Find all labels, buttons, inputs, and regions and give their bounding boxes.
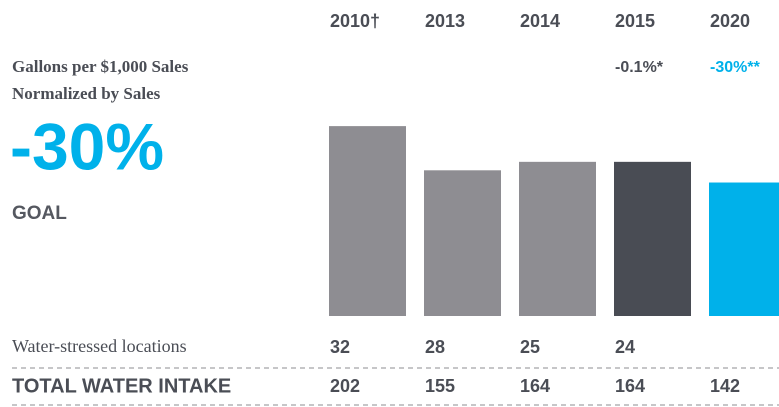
year-label: 2020 — [710, 11, 750, 31]
year-label: 2015 — [615, 11, 655, 31]
row-label: Water-stressed locations — [12, 336, 187, 356]
bar — [709, 182, 779, 316]
change-label: -0.1%* — [615, 59, 664, 76]
bar — [329, 126, 406, 317]
metric-title: Gallons per $1,000 Sales — [12, 57, 189, 76]
row-label: TOTAL WATER INTAKE — [12, 375, 231, 397]
year-label: 2013 — [425, 11, 465, 31]
row-value: 164 — [615, 376, 645, 396]
goal-value: -30% — [10, 109, 164, 183]
row-value: 202 — [330, 376, 360, 396]
row-value: 28 — [425, 337, 445, 357]
year-label: 2010† — [330, 11, 380, 31]
row-value: 32 — [330, 337, 350, 357]
row-value: 142 — [710, 376, 740, 396]
row-value: 25 — [520, 337, 540, 357]
metric-subtitle: Normalized by Sales — [12, 84, 161, 103]
row-value: 164 — [520, 376, 550, 396]
change-label: -30%** — [710, 59, 761, 76]
bar — [519, 161, 596, 316]
bar — [424, 170, 501, 316]
row-value: 155 — [425, 376, 455, 396]
goal-label: GOAL — [12, 203, 67, 224]
year-label: 2014 — [520, 11, 560, 31]
row-value: 24 — [615, 337, 635, 357]
bar — [614, 161, 691, 316]
